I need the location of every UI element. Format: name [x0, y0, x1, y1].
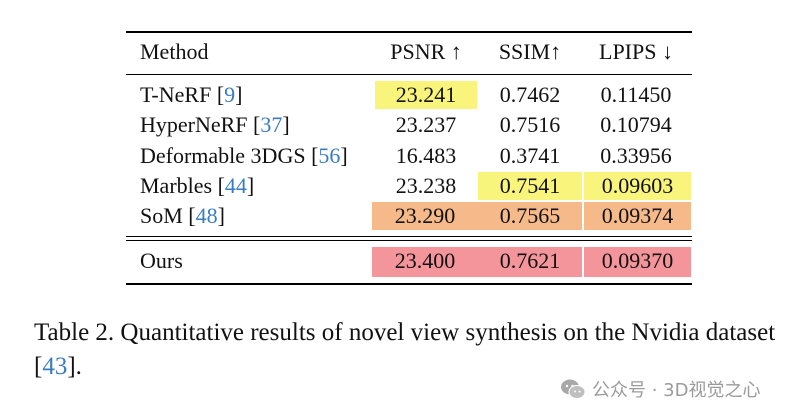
table-caption: Table 2. Quantitative results of novel v…: [34, 319, 776, 380]
ssim-cell-third: 0.7541: [478, 172, 582, 200]
lpips-cell-best: 0.09370: [584, 247, 691, 277]
header-method: Method: [140, 39, 209, 64]
separator-rule-2: [126, 240, 692, 241]
ssim-cell-second: 0.7565: [478, 202, 582, 230]
header-ssim: SSIM↑: [498, 39, 562, 64]
table-top-rule: [126, 31, 692, 33]
psnr-cell: 16.483: [395, 143, 457, 168]
header-rule: [126, 74, 692, 75]
header-lpips: LPIPS ↓: [599, 39, 673, 64]
method-cell: T-NeRF [9]: [140, 82, 243, 107]
citation-link[interactable]: 43: [42, 353, 68, 380]
watermark-text: 公众号 · 3D视觉之心: [592, 380, 761, 401]
watermark: 公众号 · 3D视觉之心: [560, 375, 760, 403]
lpips-cell-second: 0.09374: [584, 202, 691, 230]
ssim-cell-best: 0.7621: [478, 247, 582, 277]
citation-link[interactable]: 9: [224, 82, 236, 107]
citation-link[interactable]: 56: [318, 143, 341, 168]
citation-link[interactable]: 48: [195, 203, 218, 228]
header-psnr: PSNR ↑: [390, 39, 462, 64]
citation-link[interactable]: 44: [224, 173, 247, 198]
method-cell: SoM [48]: [140, 203, 225, 228]
psnr-cell: 23.237: [395, 112, 457, 137]
separator-rule-1: [126, 236, 692, 237]
psnr-cell-third: 23.241: [375, 81, 477, 109]
citation-link[interactable]: 37: [260, 112, 283, 137]
lpips-cell-third: 0.09603: [584, 172, 691, 200]
lpips-cell: 0.10794: [600, 112, 672, 137]
method-cell: Marbles [44]: [140, 173, 255, 198]
psnr-cell-best: 23.400: [372, 247, 478, 277]
wechat-icon: [561, 379, 586, 399]
psnr-cell: 23.238: [395, 173, 457, 198]
ssim-cell: 0.7516: [499, 112, 561, 137]
method-cell-ours: Ours: [140, 248, 183, 273]
ssim-cell: 0.3741: [499, 143, 561, 168]
method-cell: Deformable 3DGS [56]: [140, 143, 348, 168]
lpips-cell: 0.33956: [600, 143, 672, 168]
psnr-cell-second: 23.290: [372, 202, 478, 230]
lpips-cell: 0.11450: [600, 82, 672, 107]
table-bottom-rule: [126, 283, 692, 285]
method-cell: HyperNeRF [37]: [140, 112, 290, 137]
ssim-cell: 0.7462: [499, 82, 561, 107]
